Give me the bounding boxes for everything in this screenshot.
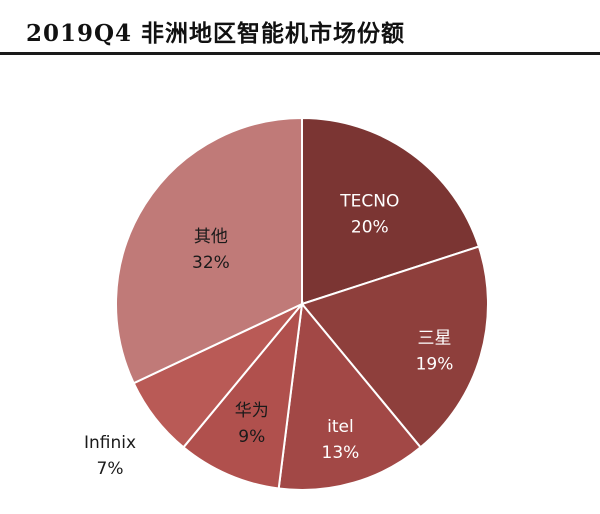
slice-value-infinix: 7% xyxy=(97,459,124,479)
slice-value-others: 32% xyxy=(192,253,230,273)
slice-label-itel: itel xyxy=(327,417,354,437)
chart-title: 2019Q4 非洲地区智能机市场份额 xyxy=(26,20,406,47)
slice-label-huawei: 华为 xyxy=(235,401,269,421)
title-rule xyxy=(0,52,600,55)
slice-value-huawei: 9% xyxy=(238,427,265,447)
pie-slice-tecno xyxy=(301,116,481,306)
slice-label-samsung: 三星 xyxy=(418,329,452,349)
slice-value-tecno: 20% xyxy=(351,218,389,238)
pie-slice-others xyxy=(115,116,303,385)
slice-value-samsung: 19% xyxy=(416,355,454,375)
pie-slice-itel xyxy=(277,301,422,491)
slice-label-tecno: TECNO xyxy=(339,192,399,212)
pie-slice-huawei xyxy=(182,300,304,490)
slice-value-itel: 13% xyxy=(322,443,360,463)
slice-label-others: 其他 xyxy=(194,227,228,247)
slice-label-infinix: Infinix xyxy=(84,433,136,453)
pie-slice-samsung xyxy=(300,245,489,449)
